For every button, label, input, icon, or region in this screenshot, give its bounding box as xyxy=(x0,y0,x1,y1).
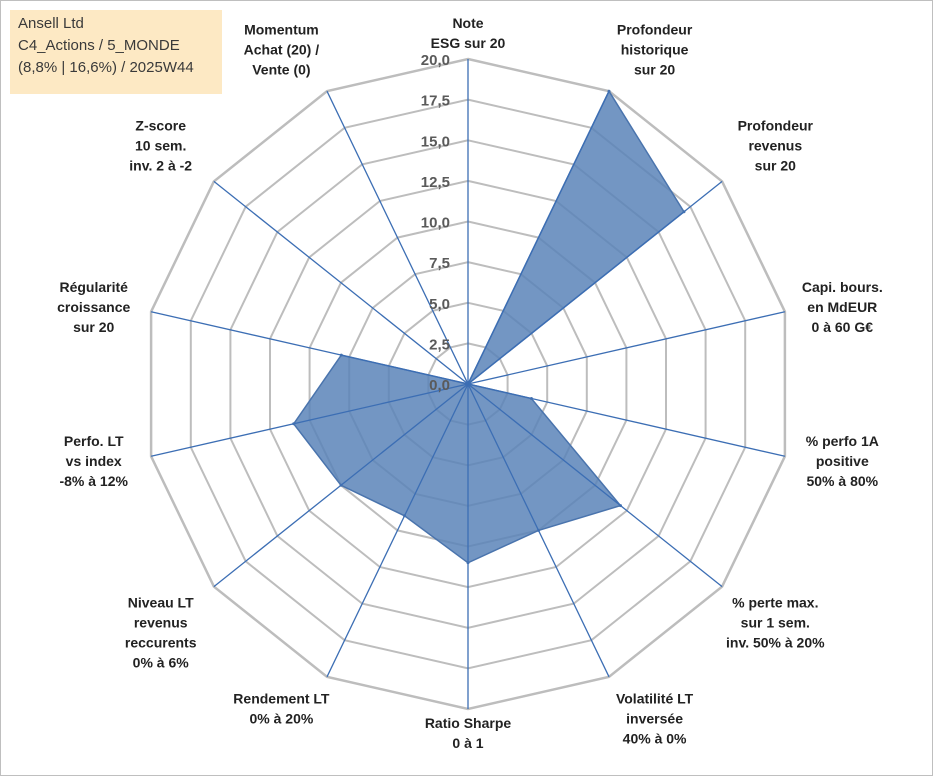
axis-label-2-line-1: revenus xyxy=(748,138,802,154)
axis-label-7-line-1: 0 à 1 xyxy=(452,735,483,751)
axis-label-12-line-2: inv. 2 à -2 xyxy=(129,158,192,174)
axis-label-12-line-1: 10 sem. xyxy=(135,138,186,154)
axis-label-7: Ratio Sharpe 0 à 1 xyxy=(425,715,512,751)
axis-label-4: % perfo 1A positive 50% à 80% xyxy=(806,433,879,489)
axis-label-13-line-2: Vente (0) xyxy=(252,61,310,77)
axis-label-1-line-2: sur 20 xyxy=(634,61,675,77)
axis-label-11-line-2: sur 20 xyxy=(73,319,114,335)
axis-label-11-line-0: Régularité xyxy=(59,279,128,295)
axis-label-0-line-1: ESG sur 20 xyxy=(431,35,506,51)
performance-period: (8,8% | 16,6%) / 2025W44 xyxy=(18,59,194,76)
axis-label-3: Capi. bours. en MdEUR 0 à 60 G€ xyxy=(802,279,883,335)
axis-label-8-line-1: 0% à 20% xyxy=(249,711,313,727)
axis-label-2-line-0: Profondeur xyxy=(738,118,814,134)
axis-label-9-line-1: revenus xyxy=(134,614,188,630)
axis-label-4-line-0: % perfo 1A xyxy=(806,433,879,449)
axis-label-1: Profondeur historique sur 20 xyxy=(617,21,693,77)
axis-label-3-line-0: Capi. bours. xyxy=(802,279,883,295)
axis-label-0: Note ESG sur 20 xyxy=(431,15,506,51)
axis-label-5: % perte max. sur 1 sem. inv. 50% à 20% xyxy=(726,594,825,650)
tick-label-4: 10,0 xyxy=(421,215,450,232)
axis-label-13: Momentum Achat (20) / Vente (0) xyxy=(244,21,320,77)
company-name: Ansell Ltd xyxy=(18,15,84,32)
axis-spoke-9 xyxy=(213,383,469,588)
axis-label-4-line-2: 50% à 80% xyxy=(806,473,878,489)
axis-label-6: Volatilité LT inversée 40% à 0% xyxy=(616,691,694,747)
axis-label-7-line-0: Ratio Sharpe xyxy=(425,715,512,731)
tick-label-1: 2,5 xyxy=(429,336,450,353)
axis-label-0-line-0: Note xyxy=(452,15,483,31)
axis-label-3-line-2: 0 à 60 G€ xyxy=(812,319,874,335)
axis-label-12-line-0: Z-score xyxy=(135,118,186,134)
axis-label-11: Régularité croissance sur 20 xyxy=(57,279,130,335)
axis-label-4-line-1: positive xyxy=(816,453,869,469)
tick-label-8: 20,0 xyxy=(421,52,450,69)
axis-spoke-1 xyxy=(467,90,610,385)
axis-label-9-line-0: Niveau LT xyxy=(128,594,194,610)
axis-spoke-13 xyxy=(326,90,469,385)
axis-spoke-12 xyxy=(213,180,469,385)
axis-label-5-line-2: inv. 50% à 20% xyxy=(726,634,825,650)
axis-label-10-line-2: -8% à 12% xyxy=(59,473,128,489)
axis-label-6-line-2: 40% à 0% xyxy=(623,731,687,747)
axis-spoke-8 xyxy=(326,383,469,678)
axis-label-2: Profondeur revenus sur 20 xyxy=(738,118,814,174)
axis-label-9-line-3: 0% à 6% xyxy=(133,654,190,670)
axis-label-3-line-1: en MdEUR xyxy=(807,299,877,315)
axis-label-12: Z-score 10 sem. inv. 2 à -2 xyxy=(129,118,192,174)
axis-label-10: Perfo. LT vs index -8% à 12% xyxy=(59,433,128,489)
axis-label-13-line-1: Achat (20) / xyxy=(244,41,320,57)
axis-label-10-line-0: Perfo. LT xyxy=(64,433,124,449)
axis-spoke-5 xyxy=(467,383,723,588)
tick-label-3: 7,5 xyxy=(429,255,450,272)
tick-label-0: 0,0 xyxy=(429,377,450,394)
axis-label-11-line-1: croissance xyxy=(57,299,130,315)
axis-spoke-6 xyxy=(467,383,610,678)
axis-label-8: Rendement LT 0% à 20% xyxy=(233,691,330,727)
axis-spoke-11 xyxy=(150,311,469,385)
axis-spoke-3 xyxy=(467,311,786,385)
axis-label-13-line-0: Momentum xyxy=(244,21,319,37)
axis-label-8-line-0: Rendement LT xyxy=(233,691,330,707)
axis-label-10-line-1: vs index xyxy=(66,453,122,469)
axis-label-6-line-1: inversée xyxy=(626,711,683,727)
axis-spoke-10 xyxy=(150,383,469,457)
data-series-area xyxy=(292,89,685,564)
axis-label-6-line-0: Volatilité LT xyxy=(616,691,694,707)
tick-label-6: 15,0 xyxy=(421,133,450,150)
axis-label-1-line-0: Profondeur xyxy=(617,21,693,37)
axis-label-5-line-1: sur 1 sem. xyxy=(741,614,810,630)
axis-label-5-line-0: % perte max. xyxy=(732,594,818,610)
axis-label-1-line-1: historique xyxy=(621,41,689,57)
axis-spoke-4 xyxy=(467,383,786,457)
tick-label-5: 12,5 xyxy=(421,174,450,191)
axis-label-9: Niveau LT revenus reccurents 0% à 6% xyxy=(125,594,197,670)
portfolio-category: C4_Actions / 5_MONDE xyxy=(18,37,180,54)
chart-title-box: Ansell Ltd C4_Actions / 5_MONDE (8,8% | … xyxy=(10,10,222,94)
axis-label-9-line-2: reccurents xyxy=(125,634,197,650)
axis-spoke-2 xyxy=(467,180,723,385)
tick-label-7: 17,5 xyxy=(421,93,450,110)
axis-label-2-line-2: sur 20 xyxy=(755,158,796,174)
tick-label-2: 5,0 xyxy=(429,296,450,313)
